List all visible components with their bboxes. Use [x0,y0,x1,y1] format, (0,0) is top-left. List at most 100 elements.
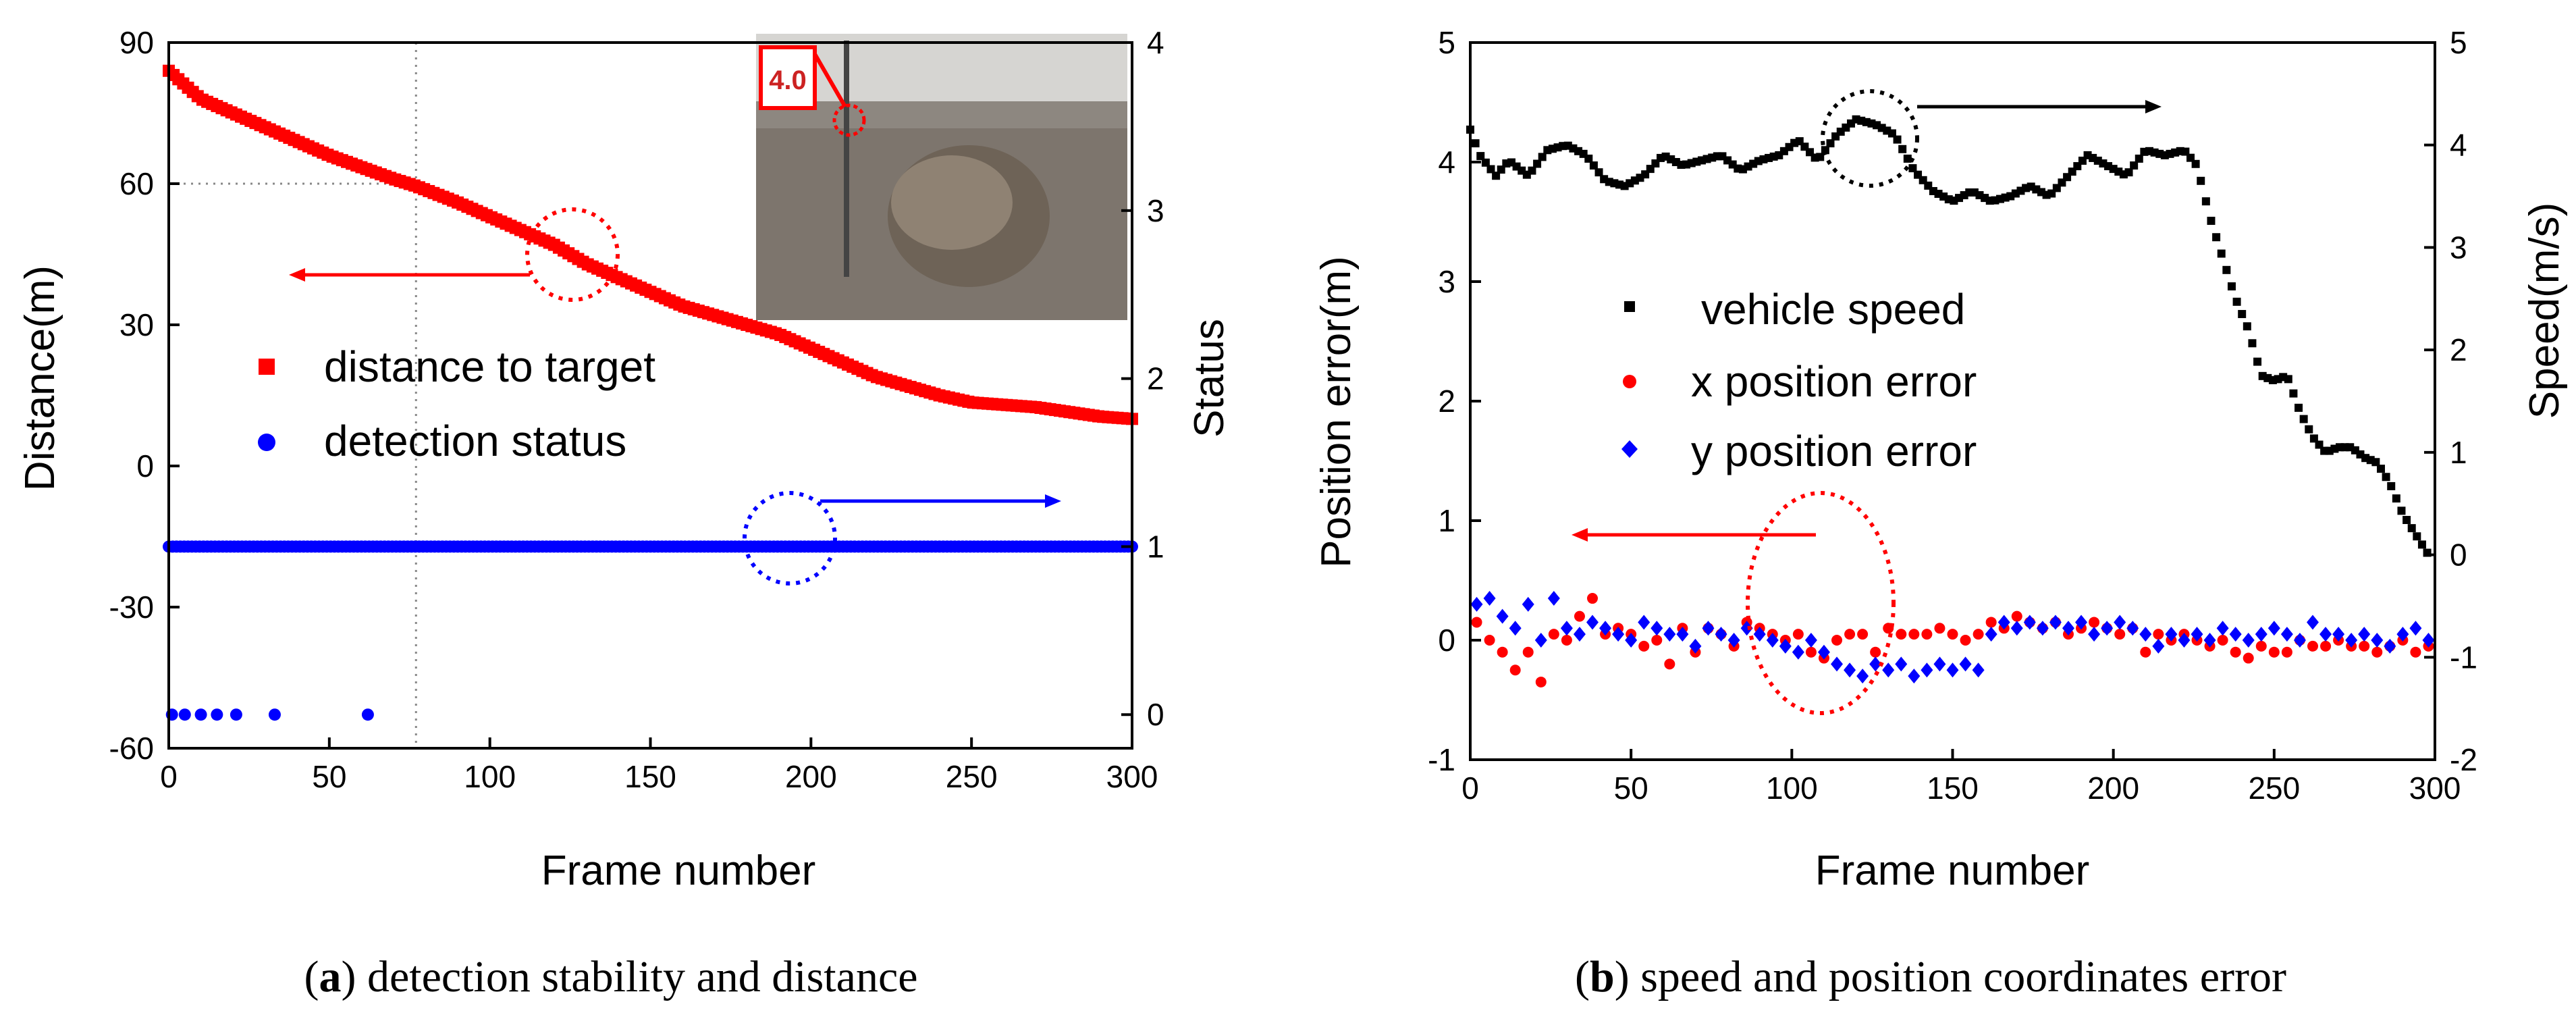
x-tick-label: 250 [2248,771,2300,806]
y-tick-label-left: -30 [109,590,154,625]
status-dropout-point [268,708,281,721]
y-error-point [2165,627,2178,642]
speed-point [1471,139,1480,148]
x-error-point [1844,629,1856,640]
x-tick-label: 0 [1461,771,1479,806]
x-error-point [1805,646,1817,658]
speed-point [1476,152,1485,161]
speed-point [1584,154,1593,163]
speed-point [1492,172,1501,180]
y-error-point [2049,615,2062,630]
x-error-point [1522,646,1534,658]
y-error-point [2023,615,2036,630]
speed-point [2376,465,2385,473]
x-error-point [1934,623,1946,634]
y-error-point [1972,662,1985,678]
y-error-point [1496,608,1509,624]
y-error-point [2139,627,2152,642]
speed-point [1486,165,1495,174]
y-error-point [1612,627,1625,642]
y-error-point [1882,662,1895,678]
y-error-point [2268,621,2280,636]
y-error-point [1792,644,1804,660]
inset-photo: 4.0 [756,34,1127,320]
y-error-point [2191,627,2203,642]
y-tick-label-right: -1 [2450,640,2477,675]
speed-point [2417,540,2426,549]
x-error-point [1664,658,1675,670]
legend: distance to target detection status [258,342,655,465]
y-error-point [1560,621,1573,636]
speed-point [1898,145,1907,153]
legend: vehicle speed x position error y positio… [1621,285,1977,475]
x-tick-label: 200 [785,759,837,794]
y-tick-label-right: 3 [1147,193,1164,228]
y-error-point [2396,627,2409,642]
x-error-point [1831,635,1843,646]
speed-point [2181,147,2190,156]
speed-point [2227,282,2236,291]
annotation-arrowhead-blue [1045,494,1061,508]
y-error-point [1933,656,1946,672]
x-error-point [2217,635,2228,646]
y-tick-label-left: 60 [119,166,154,201]
speed-point [2212,233,2221,242]
y-error-point [2255,627,2268,642]
speed-point [2248,339,2257,348]
y-axis-label-right: Speed(m/s) [2521,203,2568,419]
x-tick-label: 250 [946,759,998,794]
speed-point [2305,425,2313,434]
y-tick-label-right: 1 [2450,435,2467,470]
x-tick-label: 150 [624,759,676,794]
y-error-point [1663,627,1676,642]
speed-point [2284,375,2292,384]
y-error-point [2010,621,2023,636]
speed-point [2201,197,2210,206]
y-error-point [2409,621,2422,636]
x-error-point [1574,610,1585,622]
y-error-point [1766,633,1779,648]
speed-point [2382,473,2390,481]
status-dropout-point [361,708,374,721]
speed-point [2407,524,2416,533]
x-error-point [2359,640,2370,652]
x-error-point [2089,617,2100,628]
y-error-point [1689,638,1702,654]
y-error-point [2036,621,2049,636]
y-error-point [1804,633,1817,648]
x-error-point [1548,629,1559,640]
x-error-point [2410,646,2421,658]
y-error-point [1586,615,1599,630]
y-error-point [2062,621,2074,636]
caption-a: (a) detection stability and distance [304,952,917,1001]
x-tick-label: 300 [1106,759,1158,794]
x-axis-label: Frame number [1815,848,2090,894]
y-error-point [1702,621,1715,636]
speed-point [2315,440,2324,449]
speed-point [2397,506,2406,515]
y-error-point [2088,627,2101,642]
y-tick-label-right: 0 [1147,697,1164,732]
y-error-point [1779,638,1792,654]
series-group [1466,115,2435,687]
x-error-point [1587,593,1599,604]
y-tick-label-left: -1 [1428,742,1455,777]
y-tick-label-right: 3 [2450,230,2467,265]
y-error-point [2203,633,2216,648]
speed-point [2299,415,2308,423]
y-error-point [1676,627,1689,642]
y-error-point [1959,656,1972,672]
y-error-point [1715,627,1727,642]
speed-point [2186,153,2195,162]
speed-point [2387,481,2396,490]
y-tick-label-left: 0 [1438,623,1455,658]
y-error-point [1509,621,1522,636]
y-tick-label-right: -2 [2450,742,2477,777]
x-error-point [1509,664,1521,676]
y-error-point [1844,662,1856,678]
status-dropout-point [211,708,223,721]
x-error-point [1921,629,1933,640]
y-error-point [1483,591,1496,606]
